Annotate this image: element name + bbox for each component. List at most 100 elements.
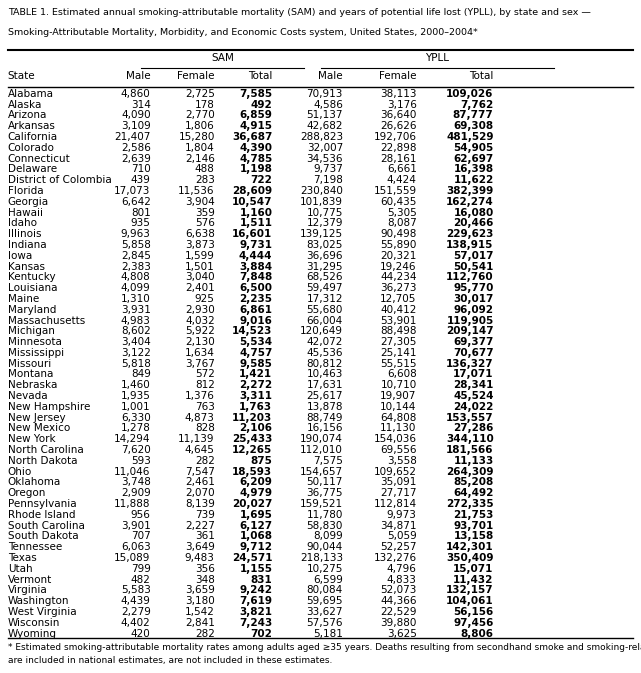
Text: 1,763: 1,763	[239, 402, 272, 412]
Text: 439: 439	[131, 175, 151, 185]
Text: 356: 356	[195, 564, 215, 574]
Text: Wyoming: Wyoming	[8, 629, 56, 639]
Text: 181,566: 181,566	[446, 445, 494, 455]
Text: 20,027: 20,027	[232, 499, 272, 509]
Text: 5,583: 5,583	[121, 586, 151, 596]
Text: 11,139: 11,139	[178, 434, 215, 444]
Text: 707: 707	[131, 532, 151, 541]
Text: * Estimated smoking-attributable mortality rates among adults aged ≥35 years. De: * Estimated smoking-attributable mortali…	[8, 643, 641, 665]
Text: 20,321: 20,321	[380, 251, 417, 260]
Text: 722: 722	[251, 175, 272, 185]
Text: 192,706: 192,706	[374, 132, 417, 142]
Text: 2,639: 2,639	[121, 153, 151, 164]
Text: 593: 593	[131, 456, 151, 466]
Text: 10,275: 10,275	[306, 564, 343, 574]
Text: 40,412: 40,412	[380, 305, 417, 315]
Text: 36,687: 36,687	[232, 132, 272, 142]
Text: 4,979: 4,979	[240, 488, 272, 498]
Text: New York: New York	[8, 434, 55, 444]
Text: Maryland: Maryland	[8, 305, 56, 315]
Text: 9,963: 9,963	[121, 229, 151, 239]
Text: 28,609: 28,609	[232, 186, 272, 196]
Text: 55,680: 55,680	[306, 305, 343, 315]
Text: Male: Male	[126, 71, 151, 81]
Text: 4,785: 4,785	[239, 153, 272, 164]
Text: Nebraska: Nebraska	[8, 380, 57, 390]
Text: 22,529: 22,529	[380, 607, 417, 617]
Text: 282: 282	[195, 629, 215, 639]
Text: Michigan: Michigan	[8, 326, 54, 336]
Text: 10,463: 10,463	[306, 369, 343, 380]
Text: 20,466: 20,466	[453, 218, 494, 228]
Text: Massachusetts: Massachusetts	[8, 316, 85, 326]
Text: 4,439: 4,439	[121, 596, 151, 606]
Text: 15,089: 15,089	[114, 553, 151, 563]
Text: North Carolina: North Carolina	[8, 445, 83, 455]
Text: 16,601: 16,601	[232, 229, 272, 239]
Text: 6,209: 6,209	[240, 477, 272, 487]
Text: 283: 283	[195, 175, 215, 185]
Text: 4,032: 4,032	[185, 316, 215, 326]
Text: 1,501: 1,501	[185, 262, 215, 271]
Text: 18,593: 18,593	[232, 466, 272, 476]
Text: 2,401: 2,401	[185, 283, 215, 293]
Text: 1,804: 1,804	[185, 143, 215, 153]
Text: 55,515: 55,515	[380, 359, 417, 369]
Text: 576: 576	[195, 218, 215, 228]
Text: 109,026: 109,026	[446, 89, 494, 99]
Text: 264,309: 264,309	[446, 466, 494, 476]
Text: 4,390: 4,390	[240, 143, 272, 153]
Text: Total: Total	[469, 71, 494, 81]
Text: Female: Female	[379, 71, 417, 81]
Text: Washington: Washington	[8, 596, 69, 606]
Text: 1,460: 1,460	[121, 380, 151, 390]
Text: Montana: Montana	[8, 369, 53, 380]
Text: 209,147: 209,147	[446, 326, 494, 336]
Text: 12,705: 12,705	[380, 294, 417, 304]
Text: 3,767: 3,767	[185, 359, 215, 369]
Text: 10,144: 10,144	[380, 402, 417, 412]
Text: 142,301: 142,301	[446, 542, 494, 552]
Text: 36,696: 36,696	[306, 251, 343, 260]
Text: 812: 812	[195, 380, 215, 390]
Text: Ohio: Ohio	[8, 466, 32, 476]
Text: 17,312: 17,312	[306, 294, 343, 304]
Text: 5,181: 5,181	[313, 629, 343, 639]
Text: Idaho: Idaho	[8, 218, 37, 228]
Text: 2,130: 2,130	[185, 337, 215, 347]
Text: 9,483: 9,483	[185, 553, 215, 563]
Text: 154,036: 154,036	[374, 434, 417, 444]
Text: 36,273: 36,273	[380, 283, 417, 293]
Text: 4,444: 4,444	[239, 251, 272, 260]
Text: 3,884: 3,884	[239, 262, 272, 271]
Text: 32,007: 32,007	[306, 143, 343, 153]
Text: 9,585: 9,585	[240, 359, 272, 369]
Text: 1,935: 1,935	[121, 391, 151, 401]
Text: Colorado: Colorado	[8, 143, 54, 153]
Text: 69,377: 69,377	[453, 337, 494, 347]
Text: 153,557: 153,557	[446, 413, 494, 423]
Text: 3,748: 3,748	[121, 477, 151, 487]
Text: 57,576: 57,576	[306, 618, 343, 628]
Text: 88,498: 88,498	[380, 326, 417, 336]
Text: 85,208: 85,208	[453, 477, 494, 487]
Text: 4,099: 4,099	[121, 283, 151, 293]
Text: 10,547: 10,547	[232, 197, 272, 207]
Text: 1,068: 1,068	[240, 532, 272, 541]
Text: 45,524: 45,524	[453, 391, 494, 401]
Text: 90,044: 90,044	[306, 542, 343, 552]
Text: 2,070: 2,070	[185, 488, 215, 498]
Text: 2,227: 2,227	[185, 521, 215, 530]
Text: Kentucky: Kentucky	[8, 273, 55, 283]
Text: 28,161: 28,161	[380, 153, 417, 164]
Text: 5,818: 5,818	[121, 359, 151, 369]
Text: 70,913: 70,913	[306, 89, 343, 99]
Text: New Mexico: New Mexico	[8, 423, 70, 433]
Text: Female: Female	[177, 71, 215, 81]
Text: Delaware: Delaware	[8, 164, 57, 174]
Text: Alabama: Alabama	[8, 89, 54, 99]
Text: 13,158: 13,158	[453, 532, 494, 541]
Text: 3,904: 3,904	[185, 197, 215, 207]
Text: 52,073: 52,073	[380, 586, 417, 596]
Text: 17,071: 17,071	[453, 369, 494, 380]
